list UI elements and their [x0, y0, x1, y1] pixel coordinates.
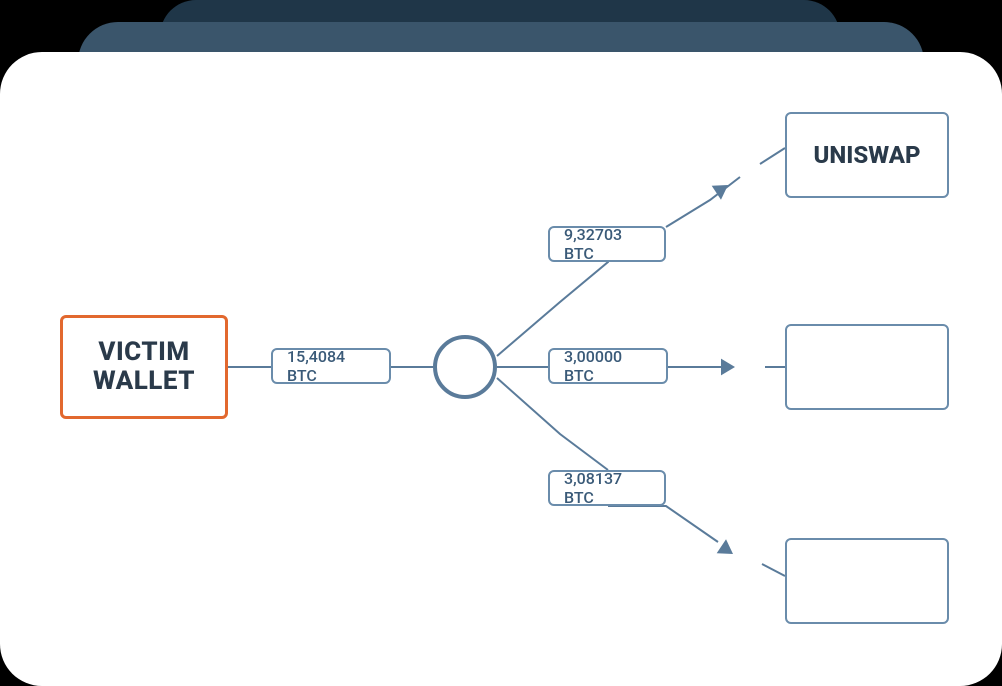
- amount-label: 3,08137 BTC: [564, 469, 650, 507]
- dest-node-binance: [785, 324, 949, 410]
- amount-hacker: 3,08137 BTC: [548, 470, 666, 506]
- hub-node: [433, 335, 497, 399]
- amount-label: 3,00000 BTC: [564, 347, 652, 385]
- dest-node-hacker: [785, 538, 949, 624]
- dest-node-label: UNISWAP: [813, 141, 920, 169]
- arrow-icon: [721, 359, 735, 376]
- main-card: VICTIM WALLET 15,4084 BTC UNISWAP 9,32703…: [0, 52, 1002, 686]
- source-node-victim-wallet: VICTIM WALLET: [60, 315, 228, 419]
- amount-uniswap: 9,32703 BTC: [548, 226, 666, 262]
- arrow-icon: [717, 539, 738, 561]
- amount-binance: 3,00000 BTC: [548, 348, 668, 384]
- dest-node-uniswap: UNISWAP: [785, 112, 949, 198]
- amount-source: 15,4084 BTC: [271, 348, 391, 384]
- amount-source-label: 15,4084 BTC: [287, 347, 375, 385]
- source-node-label: VICTIM WALLET: [93, 338, 195, 395]
- amount-label: 9,32703 BTC: [564, 225, 650, 263]
- stage: VICTIM WALLET 15,4084 BTC UNISWAP 9,32703…: [0, 0, 1002, 686]
- arrows-group: [712, 178, 738, 561]
